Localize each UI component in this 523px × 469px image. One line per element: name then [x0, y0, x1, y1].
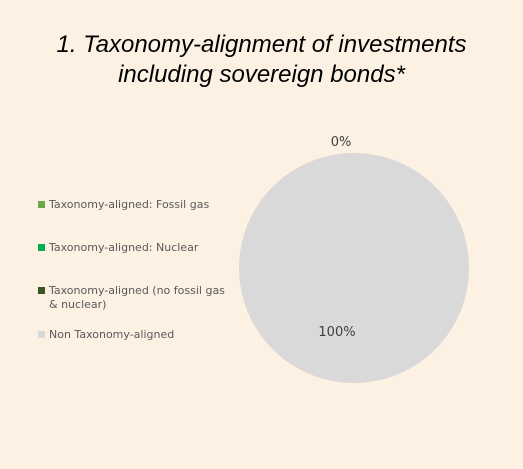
legend-item-nuclear: Taxonomy-aligned: Nuclear	[38, 241, 233, 255]
legend-label-fossil-gas: Taxonomy-aligned: Fossil gas	[49, 198, 210, 211]
legend-label-non-aligned: Non Taxonomy-aligned	[49, 328, 175, 341]
legend-item-no-fossil-gas-nuclear: Taxonomy-aligned (no fossil gas & nuclea…	[38, 284, 233, 312]
legend-swatch-nuclear	[38, 244, 45, 251]
data-label-top: 0%	[331, 135, 352, 150]
legend-label-nuclear: Taxonomy-aligned: Nuclear	[49, 241, 199, 254]
legend-item-fossil-gas: Taxonomy-aligned: Fossil gas	[38, 198, 233, 212]
legend-swatch-no-fossil-gas-nuclear	[38, 287, 45, 294]
chart-title: 1. Taxonomy-alignment of investments inc…	[56, 31, 467, 88]
pie-slices	[239, 153, 469, 383]
legend-item-non-aligned: Non Taxonomy-aligned	[38, 328, 233, 342]
data-label-non-aligned: 100%	[318, 325, 355, 340]
legend-swatch-fossil-gas	[38, 201, 45, 208]
pie-slice-3	[239, 153, 469, 383]
legend-label-no-fossil-gas-nuclear: Taxonomy-aligned (no fossil gas & nuclea…	[49, 284, 225, 311]
legend-swatch-non-aligned	[38, 331, 45, 338]
